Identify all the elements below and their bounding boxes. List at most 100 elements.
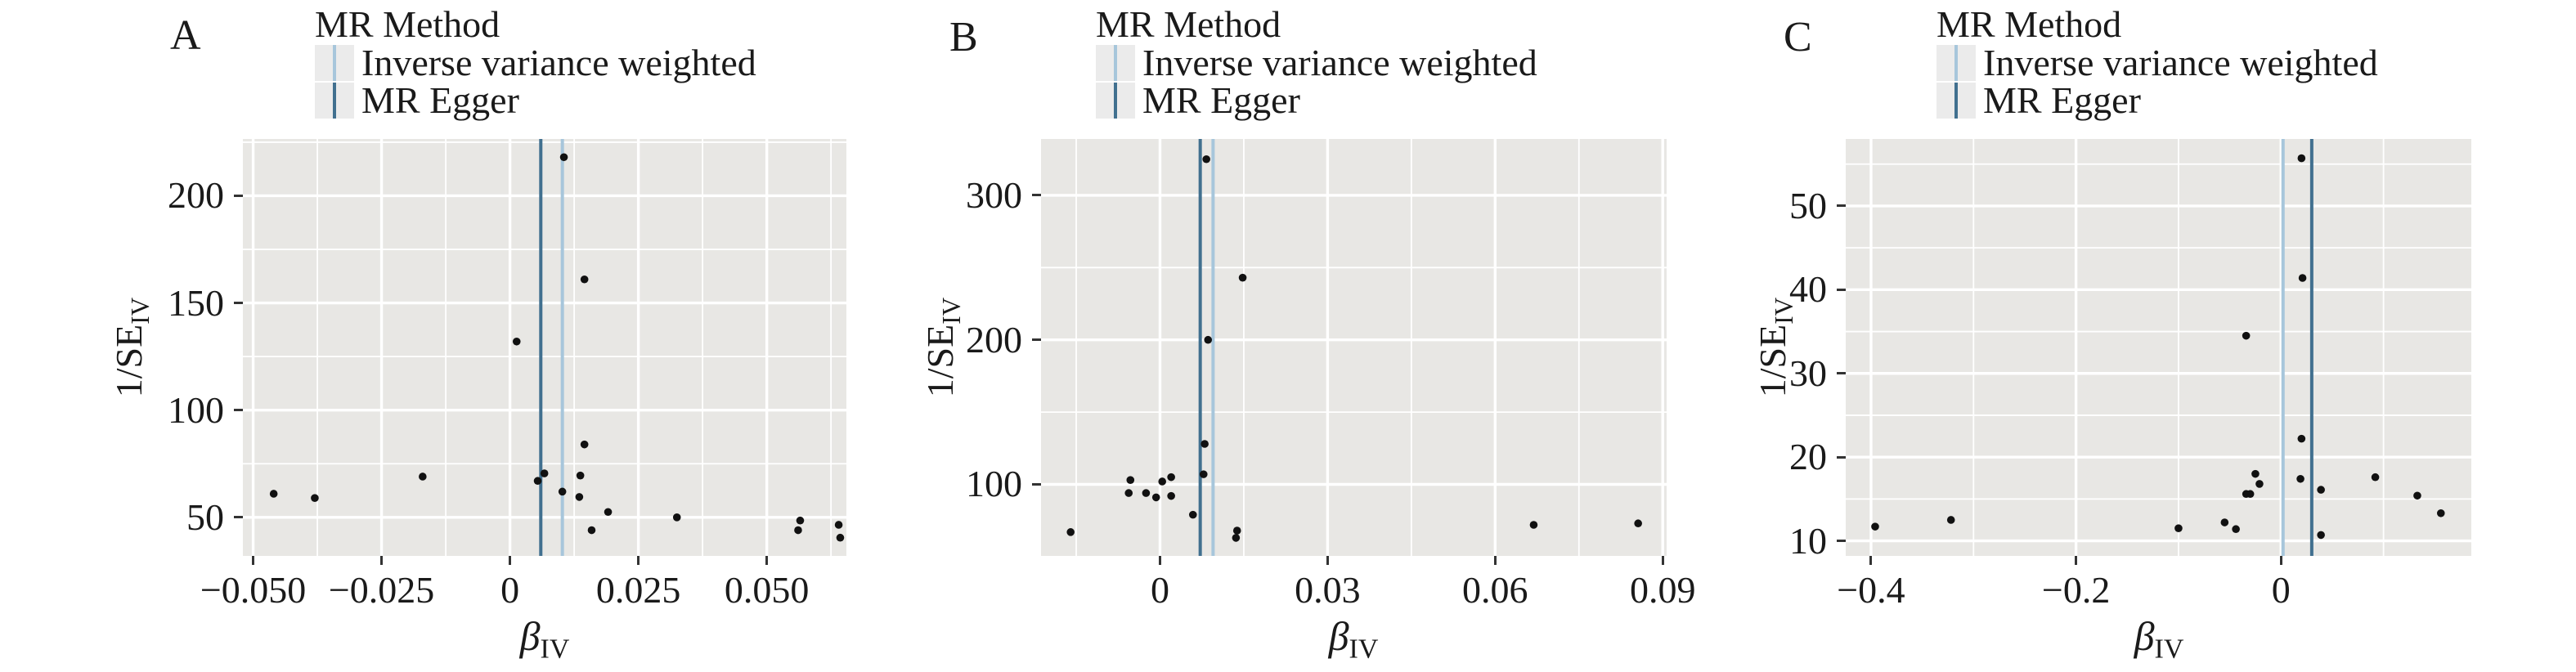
y-tick-label: 20 [1789, 436, 1827, 478]
y-tick [1837, 372, 1846, 375]
x-tick [765, 556, 769, 565]
egger-line-icon [1954, 83, 1958, 119]
x-axis-title-text: β [519, 613, 541, 659]
x-tick [2279, 556, 2282, 565]
data-point [1151, 493, 1160, 502]
data-point [2317, 486, 2325, 494]
panel-c-plot-svg [1846, 139, 2471, 556]
data-point [1232, 534, 1241, 542]
data-point [1158, 477, 1167, 486]
x-tick-label: 0.050 [724, 569, 810, 611]
x-tick-label: −0.050 [200, 569, 307, 611]
x-axis-title-text: β [1328, 613, 1349, 659]
panel-c-legend: MR Method Inverse variance weighted MR E… [1936, 5, 2378, 119]
data-point [1066, 528, 1075, 536]
data-point [2296, 474, 2304, 483]
y-tick-label: 200 [168, 174, 224, 217]
x-tick [1661, 556, 1664, 565]
egger-line-icon [1114, 83, 1117, 119]
data-point [1200, 440, 1209, 448]
data-point [575, 493, 584, 501]
data-point [540, 469, 549, 477]
data-point [2413, 491, 2421, 500]
data-point [580, 275, 589, 284]
data-point [1126, 476, 1135, 484]
data-point [1634, 519, 1642, 528]
data-point [2220, 518, 2229, 526]
x-axis-title-text: β [2134, 613, 2155, 659]
data-point [1232, 526, 1241, 535]
data-point [1199, 470, 1208, 478]
legend-title: MR Method [1936, 3, 2122, 45]
data-point [1529, 521, 1538, 529]
x-axis-title-sub: IV [2154, 634, 2184, 665]
x-tick-label: 0.03 [1295, 569, 1361, 611]
x-axis-title-sub: IV [1349, 634, 1379, 665]
y-tick-label: 300 [966, 173, 1022, 216]
legend-title: MR Method [1096, 3, 1281, 45]
ivw-key-swatch [1096, 45, 1135, 81]
data-point [2255, 480, 2264, 488]
panel-c-x-axis-title: βIV [2134, 613, 2184, 672]
panel-a-x-axis-title: βIV [520, 613, 570, 672]
y-tick [234, 194, 243, 197]
ivw-line-icon [333, 45, 336, 81]
data-point [2436, 508, 2445, 517]
x-tick [2075, 556, 2078, 565]
panel-b-plot-area [1041, 139, 1667, 556]
x-tick-label: 0.09 [1629, 569, 1696, 611]
x-tick [252, 556, 255, 565]
data-point [1167, 473, 1175, 482]
x-tick [1158, 556, 1161, 565]
legend-row-egger: MR Egger [315, 82, 756, 119]
legend-label-egger: MR Egger [361, 79, 519, 121]
ivw-line-icon [1114, 45, 1117, 81]
panel-a-legend: MR Method Inverse variance weighted MR E… [315, 5, 756, 119]
data-point [794, 526, 802, 535]
data-point [2371, 473, 2380, 482]
legend-label-ivw: Inverse variance weighted [1983, 42, 2378, 83]
y-tick [234, 516, 243, 519]
data-point [1204, 335, 1213, 344]
y-tick-label: 150 [168, 281, 224, 324]
y-tick [1837, 204, 1846, 208]
panel-a-plot-area [243, 139, 846, 556]
x-tick [380, 556, 384, 565]
panel-b-plot-svg [1041, 139, 1667, 556]
y-tick-label: 40 [1789, 268, 1827, 311]
ivw-key-swatch [1936, 45, 1976, 81]
data-point [2242, 331, 2251, 340]
data-point [796, 516, 805, 525]
egger-key-swatch [1936, 83, 1976, 119]
data-point [1124, 489, 1133, 497]
y-tick [1032, 338, 1041, 342]
legend-label-egger: MR Egger [1983, 79, 2141, 121]
legend-row-ivw: Inverse variance weighted [1096, 44, 1537, 82]
data-point [2232, 525, 2240, 534]
x-tick [1493, 556, 1497, 565]
y-tick-label: 100 [168, 388, 224, 431]
x-tick-label: −0.2 [2041, 569, 2111, 611]
data-point [2174, 524, 2183, 533]
panel-c-letter: C [1784, 14, 1812, 60]
y-tick-label: 50 [1789, 184, 1827, 226]
data-point [576, 471, 585, 480]
x-tick [1326, 556, 1329, 565]
legend-row-ivw: Inverse variance weighted [315, 44, 756, 82]
x-tick-label: −0.025 [328, 569, 435, 611]
x-tick-label: −0.4 [1837, 569, 1905, 611]
egger-key-swatch [1096, 83, 1135, 119]
data-point [836, 533, 845, 542]
panel-b-x-axis-title: βIV [1329, 613, 1379, 672]
data-point [311, 494, 319, 503]
ivw-key-swatch [315, 45, 354, 81]
x-tick-label: 0.06 [1462, 569, 1528, 611]
panel-c-plot-area [1846, 139, 2471, 556]
data-point [2297, 154, 2306, 163]
x-tick-label: 0 [1150, 569, 1169, 611]
data-point [269, 490, 278, 498]
legend-row-ivw: Inverse variance weighted [1936, 44, 2378, 82]
x-tick-label: 0.025 [595, 569, 681, 611]
x-tick [509, 556, 512, 565]
y-tick [1032, 194, 1041, 197]
